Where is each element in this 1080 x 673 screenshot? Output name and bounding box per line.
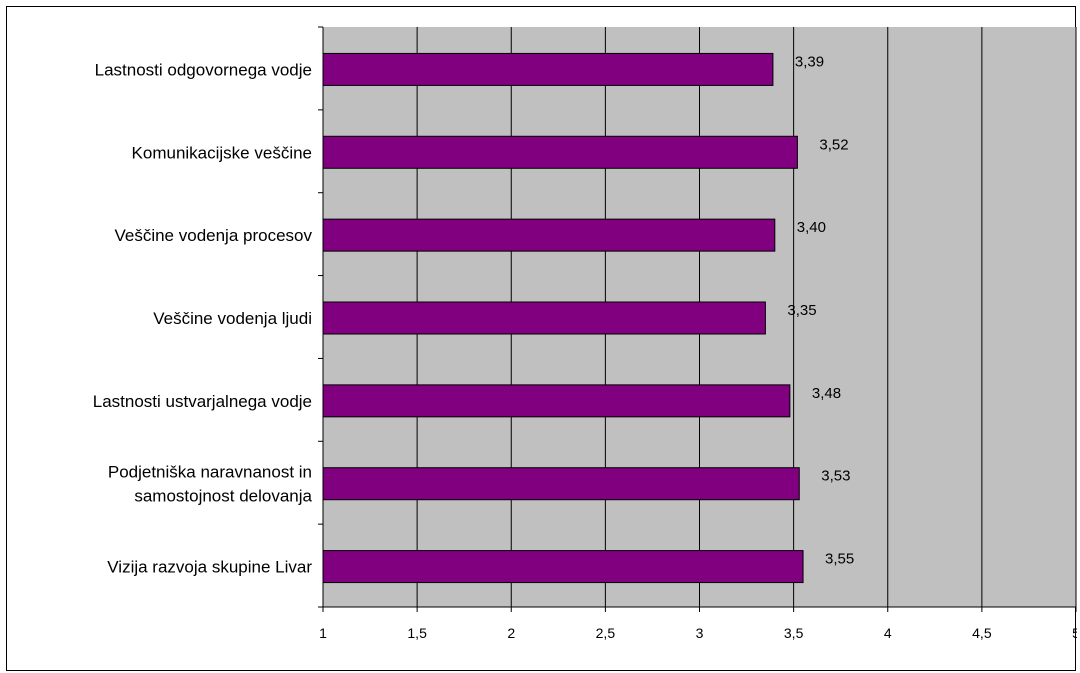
category-label: Veščine vodenja procesov — [114, 226, 312, 245]
x-tick-label: 1,5 — [407, 625, 427, 641]
data-label: 3,52 — [819, 136, 848, 153]
bar — [322, 550, 804, 584]
bar-chart: 1 1,5 2 2,5 3 3,5 4 4,5 5 Lastnosti odgovornega v… — [93, 26, 1077, 641]
bar — [322, 384, 791, 418]
x-tick-label: 2 — [507, 625, 515, 641]
x-tick-label: 4 — [884, 625, 892, 641]
data-label: 3,39 — [795, 53, 824, 70]
x-tick-label: 2,5 — [596, 625, 616, 641]
x-tick-label: 1 — [319, 625, 327, 641]
category-label: Vizija razvoja skupine Livar — [107, 558, 312, 577]
data-label: 3,53 — [821, 468, 850, 485]
category-label: Veščine vodenja ljudi — [153, 309, 312, 328]
x-tick-label: 3,5 — [784, 625, 804, 641]
x-tick-label: 3 — [696, 625, 704, 641]
data-label: 3,35 — [787, 302, 816, 319]
x-tick-label: 5 — [1072, 625, 1077, 641]
bar — [322, 218, 776, 252]
bar — [322, 301, 766, 335]
bar — [322, 135, 798, 169]
bar — [322, 467, 800, 501]
chart-frame: 1 1,5 2 2,5 3 3,5 4 4,5 5 Lastnosti odgovornega v… — [6, 6, 1077, 671]
data-label: 3,40 — [797, 219, 826, 236]
category-label: Komunikacijske veščine — [132, 143, 312, 162]
category-label: Podjetniška naravnanost in samostojnost d… — [108, 463, 313, 506]
category-label: Lastnosti ustvarjalnega vodje — [93, 392, 312, 411]
data-label: 3,55 — [825, 551, 854, 568]
data-label: 3,48 — [812, 385, 841, 402]
x-tick-label: 4,5 — [972, 625, 992, 641]
category-label: Lastnosti odgovornega vodje — [95, 60, 312, 79]
bar — [322, 52, 774, 86]
